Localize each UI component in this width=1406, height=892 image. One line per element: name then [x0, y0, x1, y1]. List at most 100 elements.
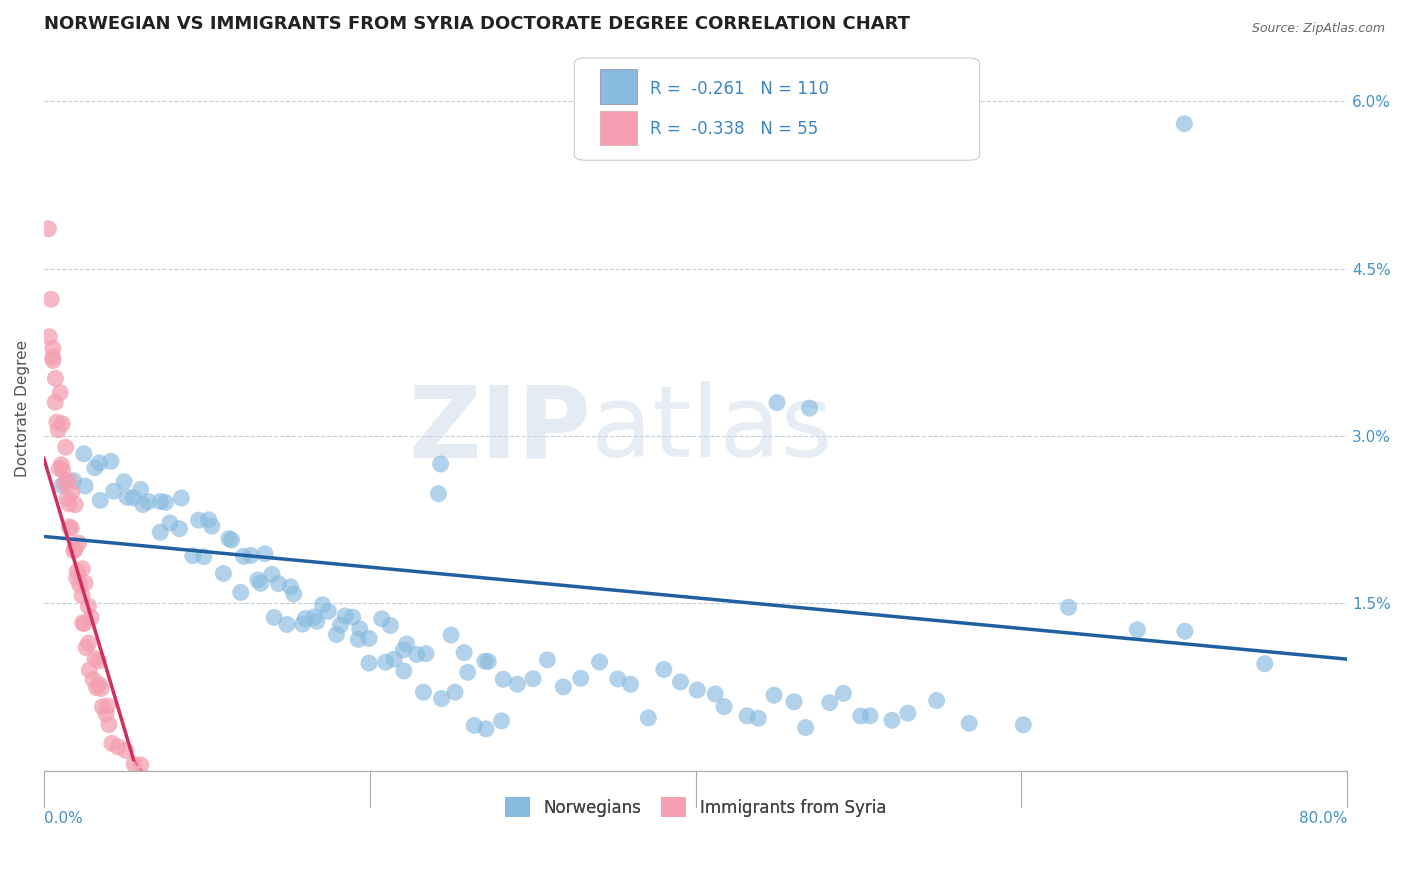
- Point: [212, 566, 235, 581]
- Point: [218, 532, 240, 546]
- Point: [713, 699, 735, 714]
- Point: [55, 440, 77, 454]
- Point: [1126, 623, 1149, 637]
- Point: [56, 491, 79, 506]
- Point: [155, 495, 177, 509]
- Point: [58, 520, 80, 534]
- Point: [58, 497, 80, 511]
- Text: Source: ZipAtlas.com: Source: ZipAtlas.com: [1251, 22, 1385, 36]
- Point: [84, 651, 107, 665]
- Point: [48, 461, 70, 475]
- Point: [41, 351, 63, 365]
- Point: [453, 646, 475, 660]
- Text: 0.0%: 0.0%: [44, 811, 83, 826]
- Point: [170, 491, 193, 505]
- Text: 80.0%: 80.0%: [1299, 811, 1347, 826]
- Point: [62, 474, 84, 488]
- Point: [149, 525, 172, 540]
- Point: [169, 522, 191, 536]
- Point: [832, 686, 855, 700]
- Point: [77, 599, 100, 614]
- Point: [51, 417, 73, 431]
- Text: R =  -0.338   N = 55: R = -0.338 N = 55: [650, 120, 818, 138]
- Point: [686, 683, 709, 698]
- Point: [84, 460, 107, 475]
- Point: [100, 454, 122, 468]
- Point: [42, 342, 65, 356]
- Point: [39, 293, 62, 307]
- Point: [51, 458, 73, 472]
- Point: [193, 549, 215, 564]
- Point: [65, 498, 87, 512]
- Point: [280, 580, 302, 594]
- Point: [735, 709, 758, 723]
- Point: [412, 685, 434, 699]
- Point: [329, 618, 352, 632]
- Point: [704, 687, 727, 701]
- Point: [763, 688, 786, 702]
- Point: [132, 498, 155, 512]
- Point: [267, 576, 290, 591]
- Point: [42, 353, 65, 368]
- Point: [46, 423, 69, 437]
- Point: [253, 547, 276, 561]
- Point: [197, 513, 219, 527]
- Point: [159, 516, 181, 530]
- Point: [374, 655, 396, 669]
- Point: [181, 549, 204, 563]
- Point: [897, 706, 920, 721]
- Point: [457, 665, 479, 680]
- Point: [63, 542, 86, 557]
- Point: [72, 615, 94, 630]
- Point: [349, 622, 371, 636]
- Point: [73, 447, 96, 461]
- Point: [799, 401, 821, 416]
- Point: [522, 672, 544, 686]
- Point: [239, 549, 262, 563]
- Point: [276, 617, 298, 632]
- Point: [82, 673, 104, 687]
- Point: [347, 632, 370, 647]
- Point: [250, 576, 273, 591]
- Point: [60, 485, 83, 500]
- Y-axis label: Doctorate Degree: Doctorate Degree: [15, 340, 30, 476]
- Point: [129, 483, 152, 497]
- Point: [49, 385, 72, 400]
- Point: [107, 739, 129, 754]
- Point: [669, 674, 692, 689]
- Point: [75, 479, 97, 493]
- Point: [311, 598, 333, 612]
- Point: [370, 612, 392, 626]
- Point: [427, 486, 450, 500]
- Point: [619, 677, 641, 691]
- Point: [957, 716, 980, 731]
- Legend: Norwegians, Immigrants from Syria: Norwegians, Immigrants from Syria: [498, 790, 893, 824]
- Point: [325, 627, 347, 641]
- Point: [45, 415, 67, 429]
- Point: [491, 714, 513, 728]
- Text: atlas: atlas: [592, 382, 832, 478]
- Point: [87, 677, 110, 691]
- Point: [80, 611, 103, 625]
- Point: [849, 709, 872, 723]
- Point: [1057, 600, 1080, 615]
- Point: [794, 721, 817, 735]
- Point: [382, 652, 405, 666]
- Point: [652, 662, 675, 676]
- Point: [294, 611, 316, 625]
- Point: [229, 585, 252, 599]
- Point: [536, 653, 558, 667]
- Point: [122, 757, 145, 772]
- Point: [392, 642, 415, 657]
- Point: [90, 681, 112, 696]
- Point: [63, 544, 86, 558]
- Point: [187, 513, 209, 527]
- FancyBboxPatch shape: [575, 58, 980, 161]
- Point: [94, 706, 117, 721]
- Point: [232, 549, 254, 564]
- Point: [588, 655, 610, 669]
- Text: ZIP: ZIP: [408, 382, 592, 478]
- Point: [246, 573, 269, 587]
- Point: [783, 695, 806, 709]
- Point: [201, 519, 224, 533]
